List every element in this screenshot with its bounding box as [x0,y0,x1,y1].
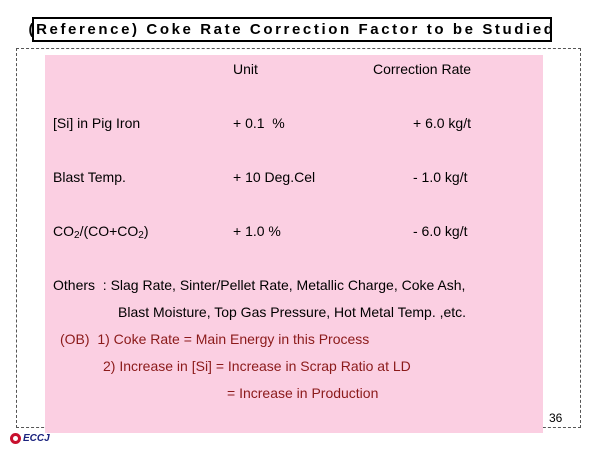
row-co2-unit: + 1.0 % [233,223,281,239]
note-line-3: = Increase in Production [227,385,379,401]
slide-title: (Reference) Coke Rate Correction Factor … [28,17,553,42]
header-unit: Unit [233,61,258,77]
row-co2-item-part: CO [53,223,74,239]
page-number: 36 [549,411,563,425]
row-co2-rate: - 6.0 kg/t [413,223,468,239]
row-blast-rate: - 1.0 kg/t [413,169,468,185]
row-co2-item-subscript: 2 [138,230,144,241]
row-co2-item-part: ) [143,223,149,239]
header-correction-rate: Correction Rate [373,61,472,77]
row-si-rate: + 6.0 kg/t [413,115,471,131]
slide-title-text: (Reference) Coke Rate Correction Factor … [28,21,556,38]
row-co2-item: CO2/(CO+CO2) [53,223,149,241]
logo-text: ECCJ [23,433,50,444]
others-line-2: Blast Moisture, Top Gas Pressure, Hot Me… [118,304,467,320]
others-line-1: Others : Slag Rate, Sinter/Pellet Rate, … [53,277,466,293]
logo-mark-icon [10,433,21,444]
note-line-1: (OB) 1) Coke Rate = Main Energy in this … [60,331,370,347]
row-blast-unit: + 10 Deg.Cel [233,169,316,185]
row-blast-item: Blast Temp. [53,169,126,185]
content-panel [45,55,543,433]
row-co2-item-part: /(CO+CO [79,223,139,239]
row-co2-item-subscript: 2 [74,230,80,241]
row-si-item: [Si] in Pig Iron [53,115,141,131]
eccj-logo: ECCJ [10,433,50,444]
note-line-2: 2) Increase in [Si] = Increase in Scrap … [103,358,411,374]
row-si-unit: + 0.1 % [233,115,285,131]
